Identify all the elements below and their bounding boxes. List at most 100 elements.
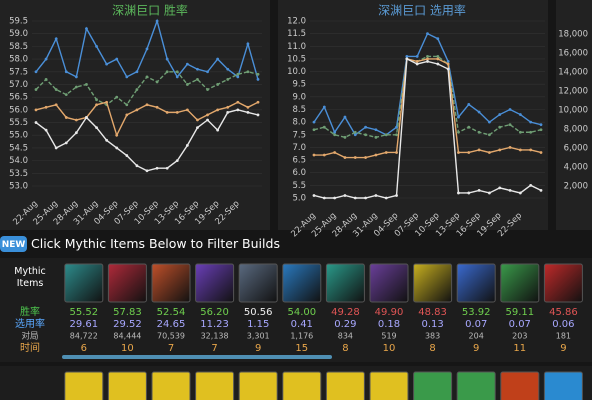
point (256, 113, 260, 117)
point (364, 125, 367, 129)
point (64, 141, 68, 145)
item-icon[interactable] (64, 263, 104, 303)
win-rate: 50.56 (244, 307, 273, 318)
y-tick-label: 56.0 (9, 105, 28, 115)
point (135, 164, 139, 168)
point (105, 62, 109, 66)
point (364, 133, 367, 137)
y-tick-label: 8,000 (564, 125, 588, 135)
win-rate: 52.54 (157, 307, 186, 318)
y-tick-label: 7.0 (292, 143, 306, 153)
item-icon (369, 371, 409, 400)
point (322, 105, 326, 109)
point (175, 159, 179, 163)
pick-rate: 0.07 (465, 319, 487, 330)
point (426, 60, 429, 63)
scrollbar[interactable] (62, 355, 332, 359)
point (529, 183, 533, 187)
item-icon[interactable] (238, 263, 278, 303)
point (436, 62, 440, 66)
item-icon[interactable] (107, 263, 147, 303)
games: 70,539 (157, 332, 185, 341)
pick-rate: 0.18 (378, 319, 400, 330)
pick-rate: 29.61 (69, 319, 98, 330)
panel (278, 0, 548, 230)
item-icon[interactable] (456, 263, 496, 303)
pick-rate: 0.07 (509, 319, 531, 330)
time: 15 (295, 343, 308, 354)
point (34, 70, 38, 74)
point (135, 108, 139, 112)
point (477, 110, 481, 114)
y-tick-label: 18,000 (558, 30, 588, 40)
games: 1,176 (290, 332, 313, 341)
point (364, 196, 367, 200)
time: 8 (429, 343, 435, 354)
point (34, 88, 38, 91)
y-tick-label: 53.5 (9, 169, 28, 179)
point (312, 194, 316, 197)
point (105, 138, 109, 142)
point (226, 77, 230, 81)
y-tick-label: 4,000 (564, 163, 588, 173)
point (467, 125, 471, 129)
item-icon[interactable] (195, 263, 235, 303)
y-tick-label: 5.5 (292, 181, 306, 191)
y-tick-label: 8.0 (292, 118, 306, 128)
point (457, 151, 460, 154)
chart-title: 深渊巨口 选用率 (378, 3, 466, 18)
pick-rate: 0.06 (552, 319, 574, 330)
point (226, 67, 230, 71)
pick-rate: 0.29 (334, 319, 356, 330)
point (353, 156, 357, 159)
point (312, 128, 316, 132)
point (333, 130, 337, 134)
point (115, 133, 119, 137)
point (488, 133, 491, 137)
y-tick-label: 8.5 (292, 105, 306, 115)
point (216, 83, 220, 86)
point (488, 151, 491, 154)
point (256, 72, 260, 76)
point (384, 133, 388, 137)
y-tick-label: 54.5 (9, 143, 28, 153)
point (54, 146, 58, 150)
item-icon (195, 371, 235, 400)
point (374, 128, 378, 132)
point (165, 110, 169, 114)
point (216, 108, 220, 112)
time: 9 (255, 343, 261, 354)
item-icon[interactable] (151, 263, 191, 303)
item-icon[interactable] (543, 263, 583, 303)
item-icon (456, 371, 496, 400)
pick-rate: 11.23 (200, 319, 229, 330)
point (155, 166, 159, 170)
point (135, 70, 139, 74)
point (539, 151, 543, 154)
point (539, 189, 543, 192)
point (246, 70, 250, 74)
item-icon (413, 371, 453, 400)
point (175, 70, 179, 74)
item-icon[interactable] (413, 263, 453, 303)
point (165, 57, 169, 61)
point (236, 100, 240, 104)
time: 8 (342, 343, 348, 354)
row-label: Mythic Items (14, 266, 45, 289)
games: 181 (556, 332, 571, 341)
item-icon[interactable] (500, 263, 540, 303)
point (95, 44, 98, 48)
point (64, 93, 68, 97)
point (206, 70, 209, 74)
y-tick-label: 53.0 (9, 182, 28, 192)
point (395, 133, 398, 137)
time: 10 (383, 343, 396, 354)
item-icon[interactable] (282, 263, 322, 303)
point (539, 128, 543, 132)
point (508, 189, 512, 192)
item-icon[interactable] (369, 263, 409, 303)
point (353, 133, 357, 137)
point (74, 131, 78, 135)
point (105, 100, 109, 104)
item-icon[interactable] (325, 263, 365, 303)
